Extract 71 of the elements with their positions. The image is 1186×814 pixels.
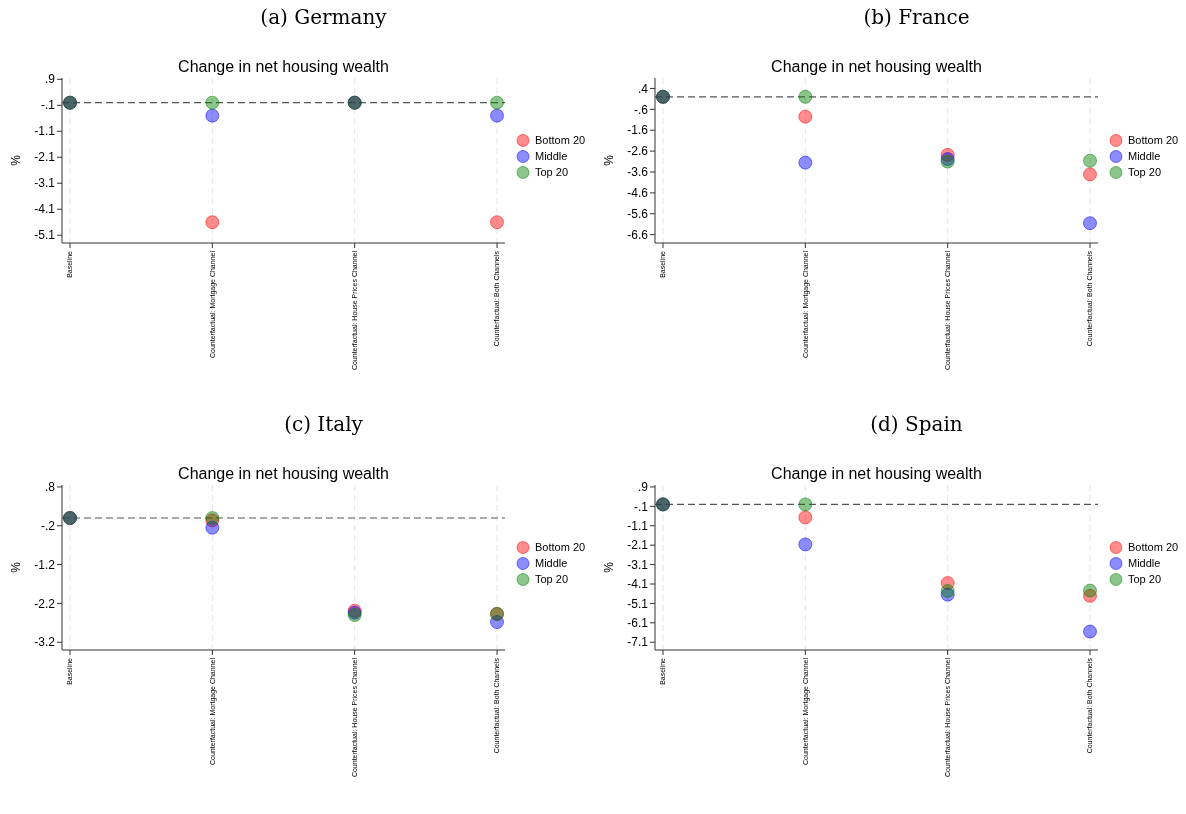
y-tick-label: .8 (44, 480, 56, 495)
point (205, 108, 220, 123)
y-tick-label: -2.1 (627, 538, 649, 553)
y-tick-label: -3.1 (627, 557, 649, 572)
legend-label: Middle (535, 150, 568, 163)
chart-subtitle: Change in net housing wealth (771, 58, 982, 75)
legend-label: Bottom 20 (1128, 134, 1179, 147)
y-tick-label: -2.6 (627, 144, 649, 159)
legend-label: Middle (1128, 557, 1161, 570)
y-tick-label: -7.1 (627, 635, 649, 650)
point (798, 537, 813, 552)
legend-label: Bottom 20 (535, 134, 586, 147)
y-tick-label: -4.1 (34, 202, 56, 217)
point (798, 89, 813, 104)
legend-label: Bottom 20 (1128, 541, 1179, 554)
point (940, 583, 955, 598)
y-tick-label: -1.1 (34, 124, 56, 139)
point (1083, 153, 1097, 168)
point (798, 510, 813, 525)
y-tick-label: .9 (44, 72, 56, 87)
legend-label: Middle (535, 557, 568, 570)
point (798, 497, 813, 512)
y-axis-title: % (9, 154, 23, 166)
point (490, 108, 504, 123)
chart-title: (c) Italy (284, 412, 364, 436)
chart-title: (a) Germany (260, 5, 388, 29)
y-tick-label: -.6 (633, 102, 649, 117)
point (798, 155, 813, 170)
y-tick-label: -5.1 (34, 228, 56, 243)
y-tick-label: -6.6 (627, 227, 649, 242)
y-axis-title: % (602, 561, 616, 573)
y-tick-label: -2.2 (34, 596, 56, 611)
point (490, 95, 504, 110)
y-tick-label: -1.2 (34, 557, 56, 572)
y-axis-title: % (602, 154, 616, 166)
legend-label: Bottom 20 (535, 541, 586, 554)
y-tick-label: -5.1 (627, 596, 649, 611)
legend-label: Middle (1128, 150, 1161, 163)
y-tick-label: -3.1 (34, 176, 56, 191)
legend-label: Top 20 (1128, 166, 1162, 179)
y-axis-title: % (9, 561, 23, 573)
legend-label: Top 20 (535, 166, 569, 179)
point (1083, 216, 1097, 231)
y-tick-label: -5.6 (627, 206, 649, 221)
chart-title: (b) France (863, 5, 970, 29)
y-tick-label: .9 (637, 480, 649, 495)
point (205, 95, 220, 110)
y-tick-label: .4 (637, 81, 649, 96)
chart-subtitle: Change in net housing wealth (178, 58, 389, 75)
y-tick-label: -1.6 (627, 123, 649, 138)
point (490, 215, 504, 230)
y-tick-label: -1.1 (627, 518, 649, 533)
y-tick-label: -4.1 (627, 577, 649, 592)
legend-label: Top 20 (1128, 573, 1162, 586)
y-tick-label: -6.1 (627, 616, 649, 631)
y-tick-label: -.1 (633, 499, 649, 514)
legend-label: Top 20 (535, 573, 569, 586)
chart-title: (d) Spain (870, 412, 963, 436)
chart-subtitle: Change in net housing wealth (771, 465, 982, 482)
y-tick-label: -2.1 (34, 150, 56, 165)
chart-subtitle: Change in net housing wealth (178, 465, 389, 482)
point (1083, 167, 1097, 182)
point (205, 215, 220, 230)
y-tick-label: -4.6 (627, 186, 649, 201)
point (1083, 624, 1097, 639)
y-tick-label: -.2 (40, 518, 56, 533)
point (798, 109, 813, 124)
y-tick-label: -3.2 (34, 635, 56, 650)
y-tick-label: -.1 (40, 98, 56, 113)
y-tick-label: -3.6 (627, 165, 649, 180)
point (1083, 583, 1097, 598)
